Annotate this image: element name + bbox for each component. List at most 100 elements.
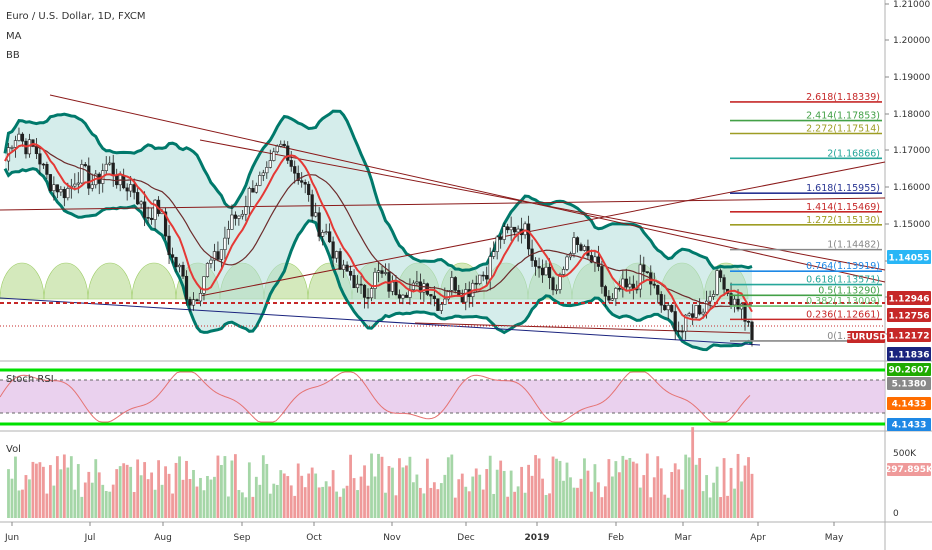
price-tag-text: 1.11836: [889, 351, 930, 361]
volume-bar: [104, 490, 108, 518]
price-tag-text: 1.12756: [889, 312, 930, 322]
volume-bar: [293, 495, 297, 518]
volume-bar: [544, 494, 548, 518]
candle-body: [422, 283, 426, 293]
volume-bar: [206, 476, 209, 518]
trendline-main-down: [49, 94, 886, 283]
volume-bar: [31, 461, 35, 518]
volume-bar: [310, 467, 314, 518]
volume-bar: [610, 476, 614, 518]
volume-bar: [94, 459, 98, 518]
volume-bar: [736, 453, 740, 518]
candle-body: [366, 297, 370, 299]
candle-body: [254, 185, 258, 193]
fib-label: 0.618(1.13571): [806, 275, 880, 286]
candle-body: [184, 275, 189, 300]
volume-bar: [356, 490, 359, 518]
time-tick-label: May: [825, 533, 844, 543]
volume-bar: [645, 453, 649, 518]
volume-bar: [701, 491, 705, 518]
volume-bar: [28, 479, 31, 518]
candle-body: [642, 264, 646, 272]
candle-body: [390, 281, 395, 292]
candle-body: [670, 305, 674, 312]
volume-bar: [307, 473, 311, 518]
volume-bar: [363, 465, 366, 518]
volume-bar: [569, 477, 572, 518]
candle-body: [202, 276, 206, 294]
candle-body: [383, 272, 388, 274]
volume-bar: [342, 488, 345, 518]
candle-body: [732, 298, 737, 306]
candle-body: [750, 321, 754, 341]
volume-bar: [38, 462, 42, 518]
candle-body: [17, 133, 21, 141]
volume-bars-group: [7, 427, 754, 518]
candle-body: [380, 270, 384, 274]
volume-bar: [659, 468, 663, 518]
candle-body: [680, 330, 684, 333]
time-tick-label: Jul: [84, 533, 96, 543]
volume-label[interactable]: Vol: [6, 444, 21, 455]
stoch-rsi-label[interactable]: Stoch RSI: [6, 374, 54, 385]
fib-label: 2.618(1.18339): [806, 92, 880, 103]
candle-body: [394, 281, 398, 296]
volume-bar: [122, 463, 126, 518]
candle-body: [656, 285, 660, 295]
fib-label: 2(1.16866): [827, 148, 880, 159]
candle-body: [195, 299, 199, 302]
candle-body: [111, 162, 115, 177]
volume-bar: [115, 469, 119, 518]
volume-bar: [223, 456, 227, 518]
price-tag-text: 1.12172: [889, 332, 930, 342]
volume-bar: [66, 467, 70, 518]
candle-body: [450, 277, 454, 291]
volume-bar: [422, 493, 426, 518]
volume-bar: [680, 489, 684, 518]
volume-bar: [534, 455, 537, 518]
candle-body: [509, 226, 513, 231]
time-tick-label: Nov: [383, 533, 401, 543]
symbol-title[interactable]: Euro / U.S. Dollar, 1D, FXCM: [6, 11, 146, 22]
volume-bar: [457, 479, 461, 518]
volume-bar: [125, 464, 129, 518]
time-tick-label: Mar: [675, 533, 692, 543]
candle-body: [369, 288, 374, 299]
candle-body: [443, 298, 447, 305]
volume-bar: [101, 484, 105, 518]
ma-indicator-label[interactable]: MA: [6, 31, 22, 42]
volume-bar: [209, 479, 213, 518]
time-tick-label: Aug: [154, 533, 172, 543]
candle-body: [488, 256, 492, 280]
price-tag-bg: [887, 328, 931, 342]
volume-bar: [352, 478, 356, 518]
volume-bar: [572, 487, 576, 518]
candle-body: [146, 217, 150, 219]
volume-bar: [45, 493, 49, 518]
volume-bar: [7, 469, 10, 518]
candle-body: [551, 277, 555, 291]
time-tick-label: Dec: [457, 533, 474, 543]
candle-body: [90, 184, 94, 189]
bb-indicator-label[interactable]: BB: [6, 50, 20, 61]
trendline-flat: [0, 197, 886, 211]
candle-body: [481, 274, 485, 277]
candle-body: [324, 231, 328, 234]
volume-bar: [401, 467, 405, 518]
volume-bar: [265, 463, 269, 518]
volume-bar: [387, 466, 391, 518]
stoch-tag-bg: [887, 418, 931, 431]
candle-body: [230, 214, 234, 230]
volume-bar: [492, 493, 496, 518]
candle-body: [600, 266, 604, 287]
volume-bar: [715, 466, 719, 518]
time-tick-label: Jun: [4, 533, 19, 543]
volume-bar: [80, 496, 84, 518]
fib-label: 0.5(1.13290): [818, 285, 880, 296]
candle-body: [663, 304, 667, 311]
volume-bar: [663, 494, 667, 518]
volume-bar: [652, 477, 656, 518]
candle-body: [321, 232, 325, 237]
